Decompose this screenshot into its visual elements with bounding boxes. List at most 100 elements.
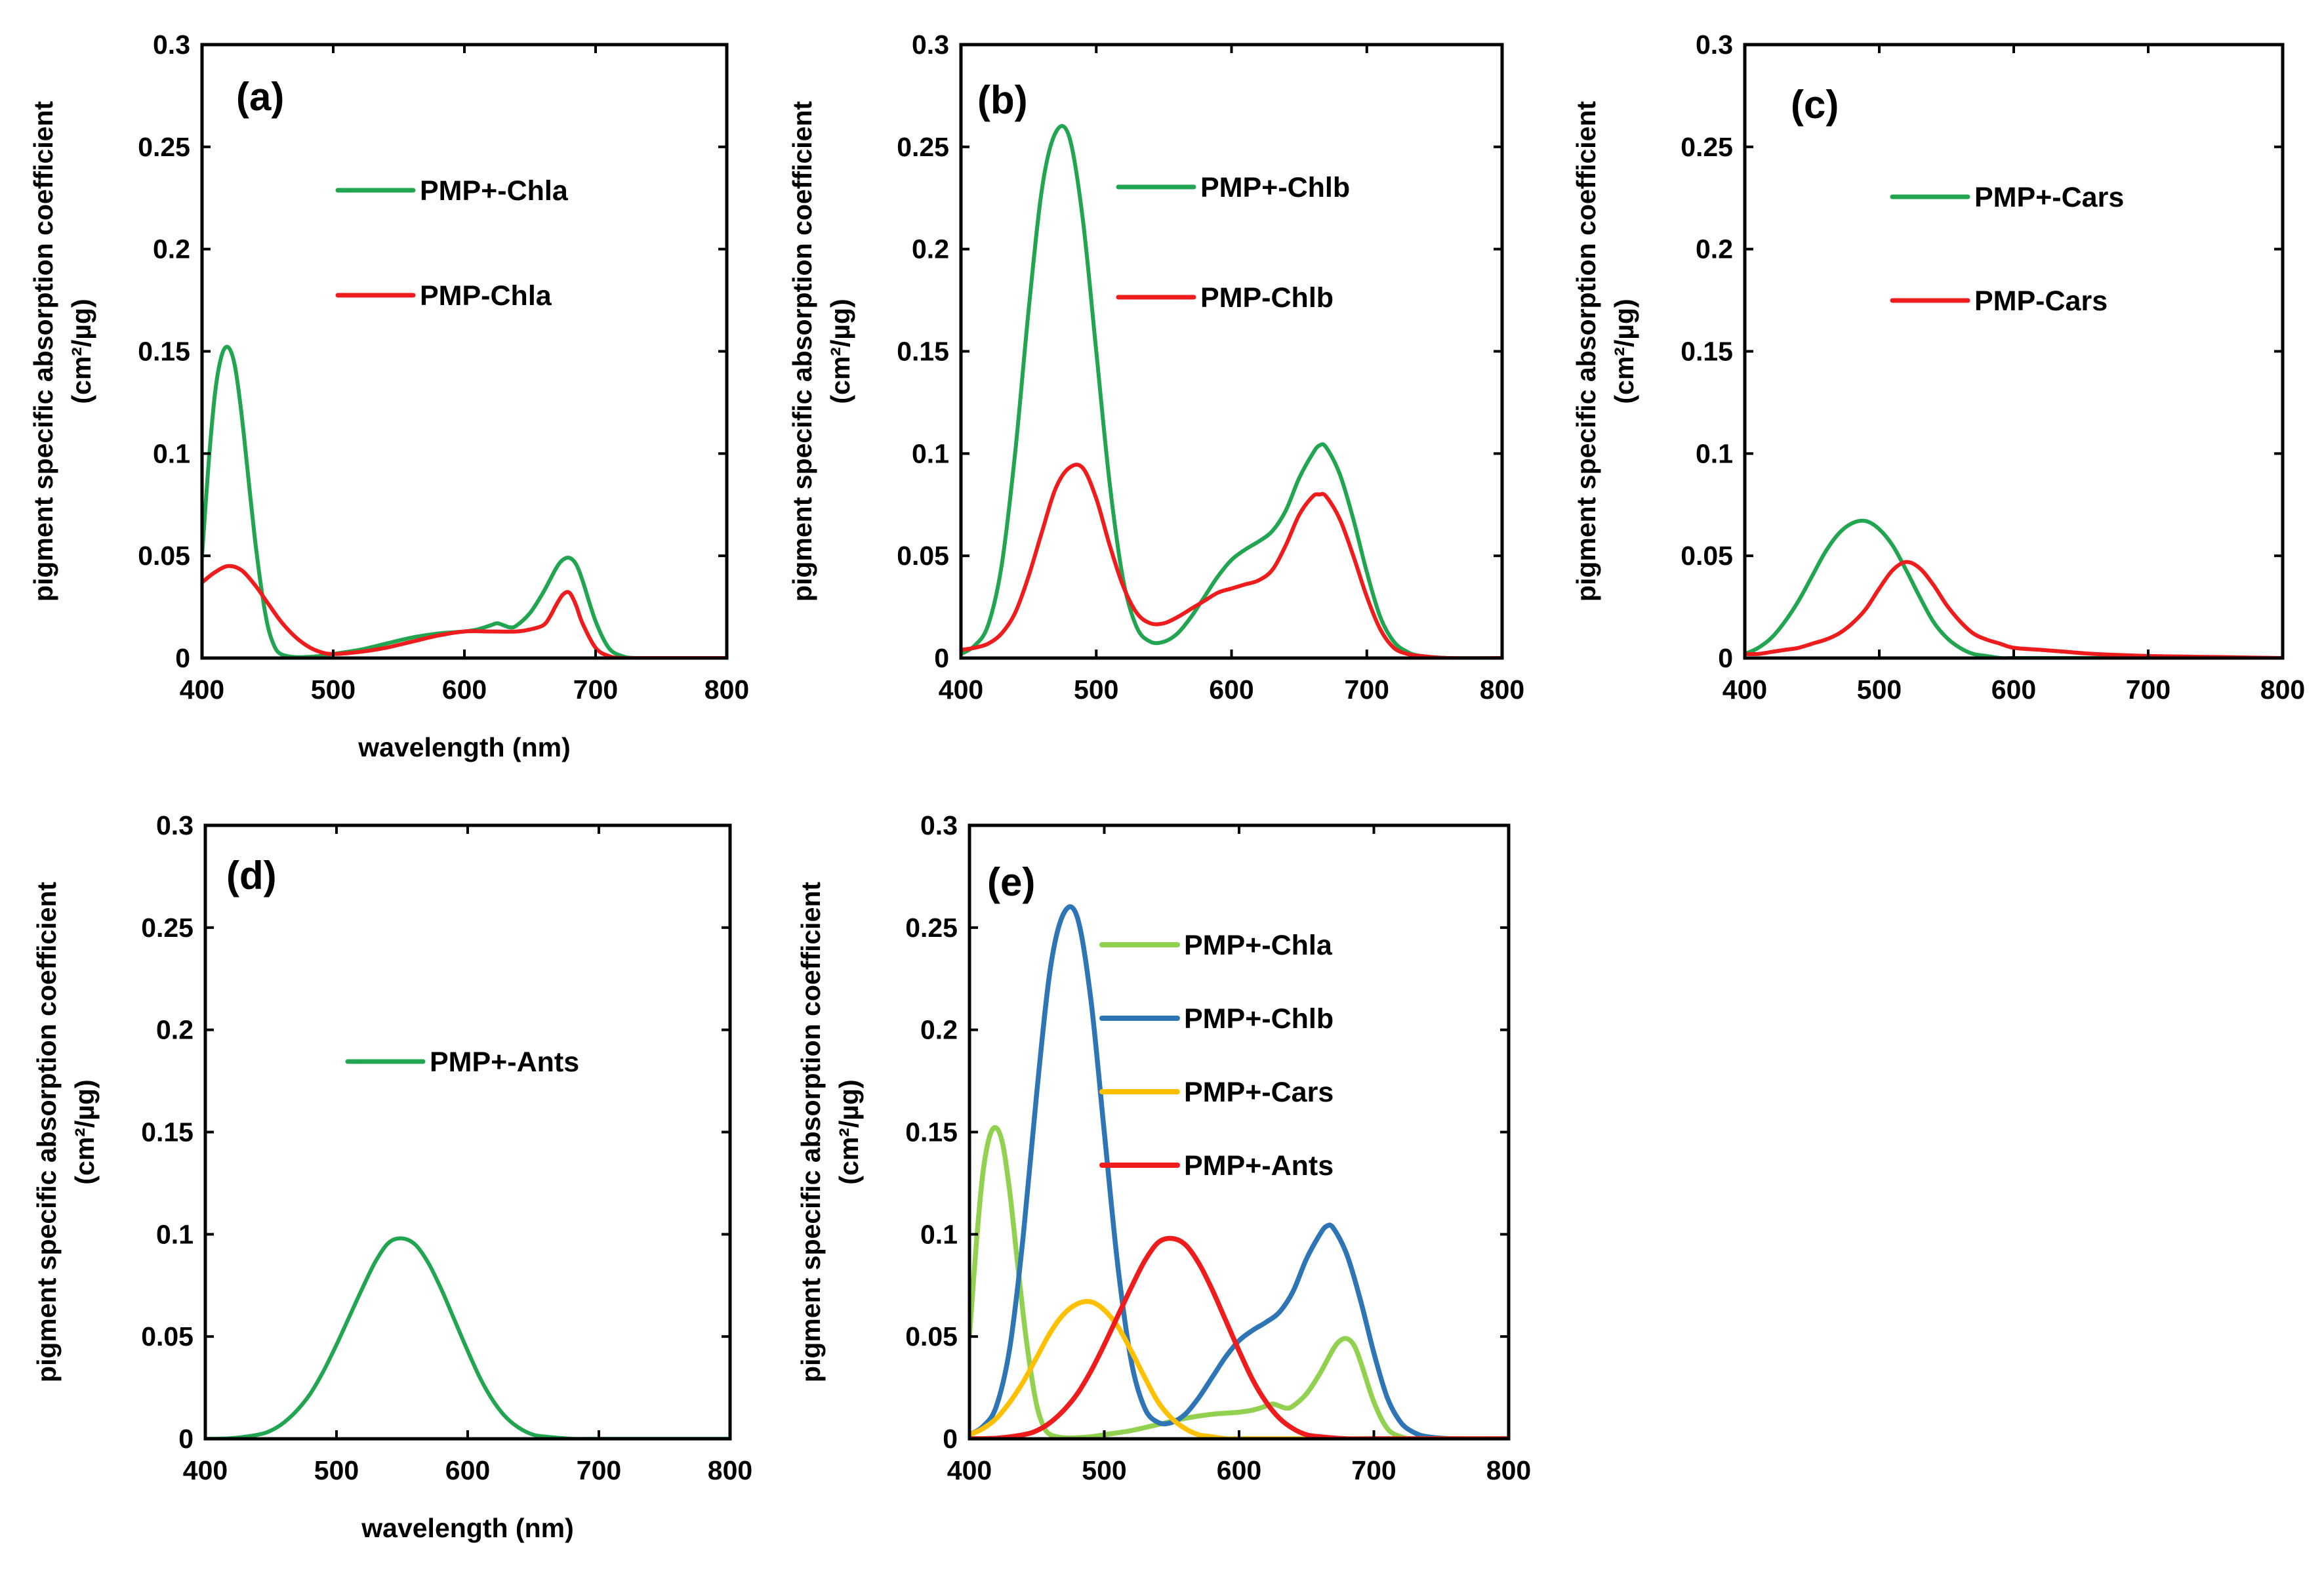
- legend: PMP+-Chla PMP+-Chlb PMP+-Cars PMP+-Ants: [1099, 930, 1334, 1182]
- y-axis-unit: (cm²/µg): [834, 1079, 864, 1184]
- y-axis-title: pigment specific absorption coefficient: [28, 101, 58, 602]
- x-tick-label: 600: [445, 1455, 490, 1485]
- x-tick-label: 700: [1345, 674, 1389, 705]
- legend-label: PMP+-Chlb: [1184, 1003, 1334, 1035]
- x-tick-label: 700: [2126, 674, 2171, 705]
- plot-frame: [959, 43, 1504, 660]
- x-tick-label: 700: [1351, 1455, 1396, 1485]
- panel-label: (a): [236, 75, 284, 119]
- y-tick-label: 0.05: [141, 1321, 194, 1352]
- y-axis-unit: (cm²/µg): [1609, 299, 1639, 403]
- y-tick-label: 0.1: [912, 438, 949, 468]
- legend-label: PMP-Chlb: [1200, 282, 1334, 314]
- chart-panel-a: 0 0.05 0.1 0.15 0.2 0.25 0.3 400 500 600 700 800 wav…: [28, 30, 749, 762]
- y-tick-label: 0.15: [1681, 337, 1733, 367]
- chart-panel-c: 0 0.05 0.1 0.15 0.2 0.25 0.3 400 500 600 700 800 pig…: [1571, 30, 2305, 705]
- y-axis-title: pigment specific absorption coefficient: [1571, 101, 1601, 602]
- legend-label: PMP+-Chla: [1184, 930, 1333, 961]
- x-tick-label: 800: [1480, 674, 1524, 705]
- plot-frame: [200, 43, 729, 660]
- series-line-pmp-chla: [969, 1125, 1509, 1439]
- legend-label: PMP+-Chla: [420, 175, 569, 207]
- x-tick-label: 400: [947, 1455, 992, 1485]
- y-tick-label: 0: [934, 643, 949, 673]
- y-tick-label: 0.05: [897, 541, 949, 571]
- series-line-pmp-cars: [969, 1298, 1509, 1439]
- legend: PMP+-Cars PMP-Cars: [1890, 182, 2124, 317]
- plot-frame: [1743, 43, 2285, 660]
- series-line-pmp-chlb: [961, 124, 1502, 658]
- series-line-pmp-ants: [969, 1235, 1509, 1439]
- legend-label: PMP-Chla: [420, 280, 552, 312]
- y-tick-label: 0: [178, 1424, 194, 1454]
- y-tick-label: 0.15: [905, 1117, 958, 1147]
- series-line-pmp-chla: [202, 564, 727, 658]
- x-tick-label: 600: [1991, 674, 2036, 705]
- y-tick-label: 0.3: [920, 810, 958, 840]
- x-tick-label: 800: [708, 1455, 752, 1485]
- legend-label: PMP-Cars: [1974, 285, 2108, 317]
- panel-label: (c): [1791, 83, 1839, 127]
- y-tick-label: 0.15: [141, 1117, 194, 1147]
- y-tick-label: 0.1: [1696, 438, 1733, 468]
- y-axis-title: pigment specific absorption coefficient: [31, 882, 62, 1383]
- y-tick-label: 0.25: [141, 913, 194, 943]
- legend-label: PMP+-Chlb: [1200, 172, 1350, 203]
- x-tick-label: 400: [1723, 674, 1767, 705]
- y-tick-label: 0: [175, 643, 190, 673]
- y-tick-label: 0.2: [920, 1015, 958, 1045]
- y-tick-label: 0.3: [1696, 30, 1733, 60]
- y-tick-label: 0.2: [912, 234, 949, 264]
- x-tick-label: 700: [573, 674, 618, 705]
- y-tick-label: 0: [1718, 643, 1733, 673]
- y-tick-label: 0.3: [153, 30, 190, 60]
- y-tick-label: 0: [943, 1424, 958, 1454]
- y-axis-unit: (cm²/µg): [825, 299, 855, 403]
- x-tick-label: 800: [2260, 674, 2305, 705]
- legend: PMP+-Chlb PMP-Chlb: [1116, 172, 1350, 314]
- y-tick-label: 0.1: [920, 1219, 958, 1249]
- x-tick-label: 500: [314, 1455, 359, 1485]
- x-tick-label: 600: [1209, 674, 1254, 705]
- panel-label: (e): [987, 860, 1035, 904]
- series-line-pmp-cars: [1745, 518, 2283, 658]
- panel-label: (b): [977, 78, 1028, 122]
- series-line-pmp-chla: [202, 344, 727, 658]
- x-tick-label: 800: [704, 674, 749, 705]
- x-tick-label: 500: [1074, 674, 1118, 705]
- x-tick-label: 700: [577, 1455, 621, 1485]
- y-tick-label: 0.05: [138, 541, 190, 571]
- x-tick-label: 500: [1857, 674, 1902, 705]
- y-axis-unit: (cm²/µg): [66, 299, 96, 403]
- chart-panel-b: 0 0.05 0.1 0.15 0.2 0.25 0.3 400 500 600 700 800 pig…: [787, 30, 1524, 705]
- x-tick-label: 600: [442, 674, 487, 705]
- x-axis-title: wavelength (nm): [357, 732, 570, 762]
- y-tick-label: 0.3: [156, 810, 194, 840]
- y-tick-label: 0.05: [1681, 541, 1733, 571]
- y-axis-title: pigment specific absorption coefficient: [796, 882, 826, 1383]
- y-tick-label: 0.2: [153, 234, 190, 264]
- x-tick-label: 500: [1082, 1455, 1126, 1485]
- series-line-pmp-ants: [205, 1236, 730, 1439]
- chart-panel-e: 0 0.05 0.1 0.15 0.2 0.25 0.3 400 500 600 700 800 pig…: [796, 810, 1531, 1485]
- chart-panel-d: 0 0.05 0.1 0.15 0.2 0.25 0.3 400 500 600 700 800 wav…: [31, 810, 752, 1543]
- panel-label: (d): [226, 854, 277, 898]
- legend-label: PMP+-Cars: [1184, 1077, 1334, 1108]
- y-tick-label: 0.25: [897, 132, 949, 162]
- y-tick-label: 0.15: [138, 337, 190, 367]
- series-line-pmp-cars: [1745, 560, 2283, 658]
- y-tick-label: 0.05: [905, 1321, 958, 1352]
- x-axis-title: wavelength (nm): [361, 1513, 573, 1543]
- y-axis-unit: (cm²/µg): [70, 1079, 100, 1184]
- x-tick-label: 500: [311, 674, 356, 705]
- x-tick-label: 800: [1486, 1455, 1531, 1485]
- y-tick-label: 0.15: [897, 337, 949, 367]
- legend: PMP+-Chla PMP-Chla: [335, 175, 569, 312]
- x-tick-label: 400: [939, 674, 983, 705]
- y-tick-label: 0.1: [153, 438, 190, 468]
- x-tick-label: 400: [180, 674, 224, 705]
- y-axis-title: pigment specific absorption coefficient: [787, 101, 817, 602]
- legend-label: PMP+-Cars: [1974, 182, 2124, 213]
- y-tick-label: 0.25: [1681, 132, 1733, 162]
